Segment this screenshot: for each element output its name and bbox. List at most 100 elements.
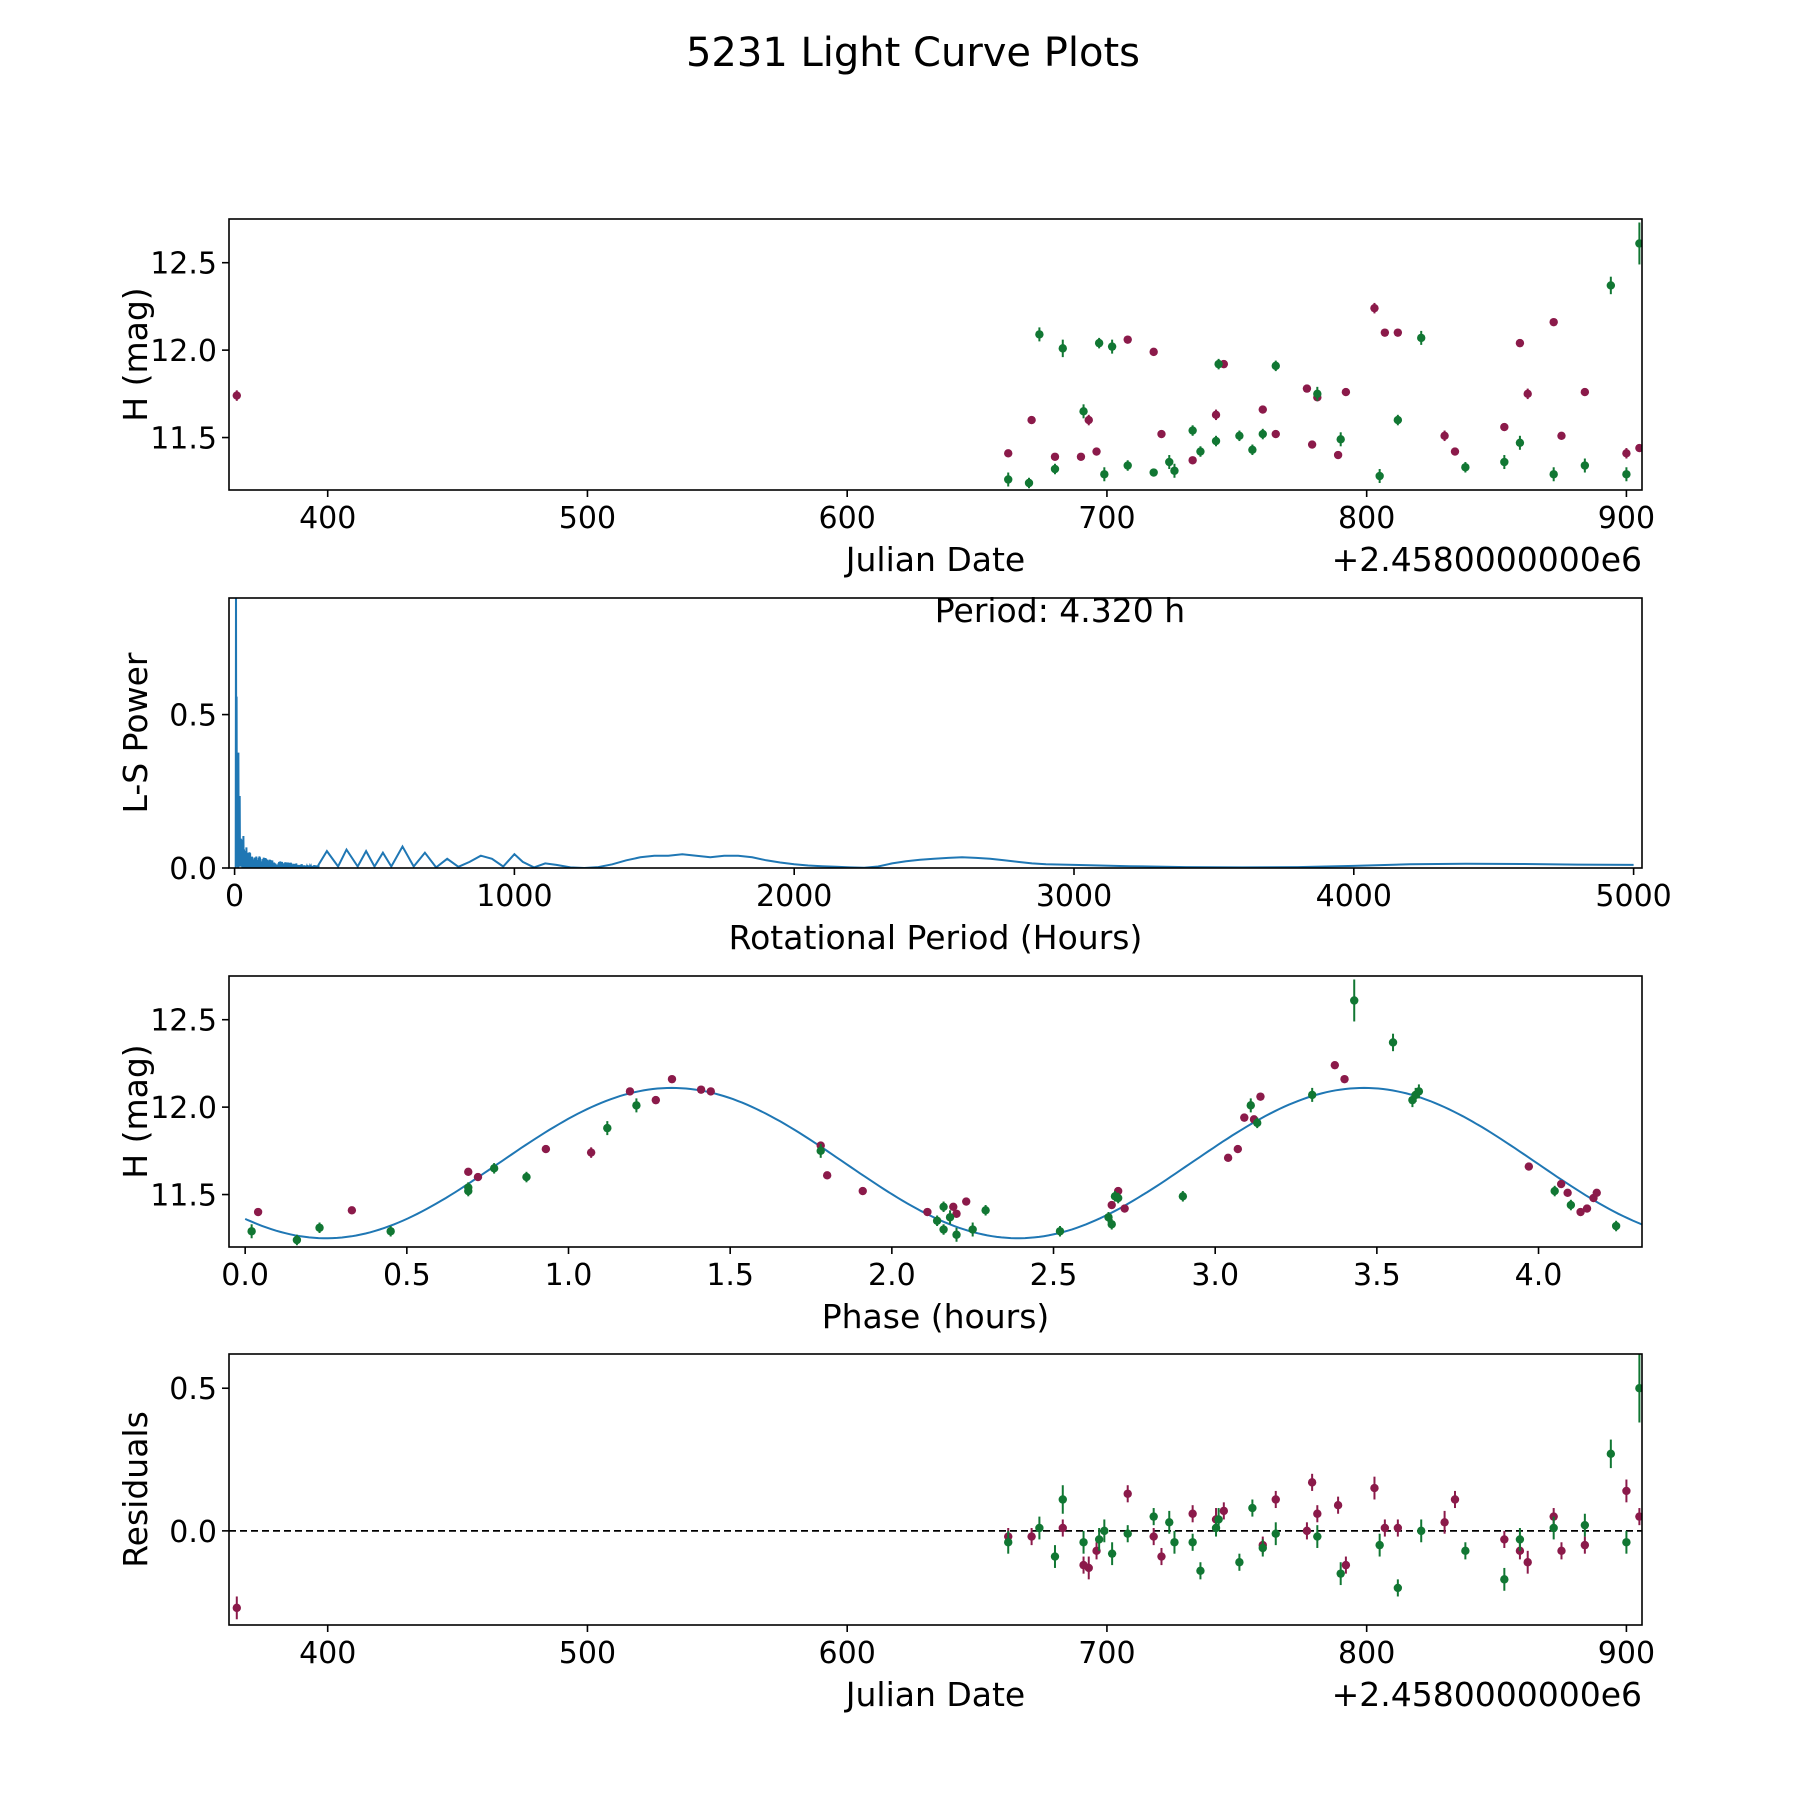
- data-point: [1024, 478, 1034, 488]
- data-point: [696, 1085, 706, 1094]
- x-tick-label: 500: [559, 501, 616, 536]
- x-tick-label: 800: [1338, 1636, 1395, 1671]
- data-point: [1417, 1526, 1426, 1536]
- data-point: [1622, 1538, 1631, 1547]
- data-point: [1258, 405, 1267, 414]
- x-tick-label: 700: [1078, 1636, 1135, 1671]
- x-tick-label: 2000: [756, 879, 832, 914]
- data-point: [1523, 1558, 1532, 1567]
- data-point: [1336, 1569, 1345, 1578]
- data-point: [1100, 470, 1109, 479]
- data-point: [1219, 1506, 1229, 1516]
- data-point: [1107, 342, 1117, 351]
- data-point: [1258, 429, 1267, 439]
- data-point: [1170, 1538, 1179, 1547]
- data-point: [1606, 1449, 1616, 1459]
- x-tick-label: 2.5: [1030, 1258, 1078, 1293]
- y-tick-label: 0.5: [169, 1372, 217, 1407]
- data-point: [968, 1225, 977, 1234]
- data-point: [1094, 1535, 1104, 1544]
- data-point: [1341, 387, 1351, 397]
- data-point: [1557, 1546, 1566, 1556]
- x-tick-label: 2.0: [868, 1258, 916, 1293]
- axes-frame: [228, 1353, 1643, 1626]
- data-point: [1104, 1213, 1113, 1222]
- data-point: [1188, 426, 1197, 435]
- x-axis-label: Phase (hours): [822, 1297, 1050, 1336]
- data-point: [1302, 1526, 1312, 1536]
- data-point: [1500, 1575, 1509, 1584]
- data-point: [1107, 1220, 1116, 1229]
- data-point: [1258, 1543, 1267, 1553]
- periodogram-line: [234, 598, 1634, 868]
- data-point: [1340, 1074, 1349, 1084]
- series-a: [232, 1473, 1642, 1620]
- data-point: [1582, 1204, 1592, 1213]
- data-point: [1256, 1092, 1265, 1101]
- data-point: [1461, 463, 1470, 472]
- data-point: [932, 1216, 942, 1225]
- data-point: [1592, 1188, 1601, 1198]
- data-point: [1313, 389, 1322, 399]
- data-point: [1336, 435, 1345, 444]
- y-axis-label: H (mag): [116, 287, 155, 421]
- axes-frame: [228, 218, 1643, 491]
- data-point: [1341, 1560, 1351, 1570]
- data-point: [1157, 1552, 1166, 1561]
- data-point: [1157, 429, 1166, 439]
- data-point: [347, 1206, 357, 1215]
- data-point: [1580, 1540, 1590, 1550]
- figure-title: 5231 Light Curve Plots: [686, 30, 1140, 76]
- y-tick-label: 0.5: [169, 699, 217, 734]
- data-point: [1440, 1518, 1449, 1527]
- data-point: [315, 1223, 324, 1232]
- x-tick-label: 0.0: [221, 1258, 269, 1293]
- x-tick-label: 3.0: [1191, 1258, 1239, 1293]
- data-point: [1635, 443, 1642, 453]
- data-point: [253, 1207, 263, 1217]
- y-tick-label: 12.5: [150, 1004, 217, 1039]
- data-point: [1214, 1515, 1223, 1524]
- data-point: [1235, 431, 1244, 440]
- data-point: [1307, 1090, 1317, 1100]
- phased-axes: 0.0 0.5 1.0 1.5 2.0 2.5 3.0 3.5 4.0 11.5 12.0 12.5 P…: [116, 975, 1643, 1336]
- x-tick-label: 400: [299, 501, 356, 536]
- data-point: [1375, 1540, 1384, 1550]
- data-point: [1092, 447, 1101, 456]
- data-point: [1149, 1532, 1158, 1541]
- data-point: [1313, 1509, 1322, 1518]
- data-point: [1196, 447, 1205, 456]
- data-point: [858, 1186, 867, 1196]
- data-point: [1271, 1495, 1280, 1504]
- data-point: [1123, 461, 1132, 470]
- y-axis-label: H (mag): [116, 1044, 155, 1178]
- data-point: [1563, 1188, 1572, 1198]
- data-point: [1622, 449, 1631, 458]
- periodogram-curve: [234, 598, 1634, 868]
- data-point: [1084, 1563, 1093, 1573]
- data-point: [586, 1148, 596, 1157]
- data-point: [1100, 1526, 1109, 1536]
- data-point: [1035, 330, 1044, 339]
- data-points: [247, 979, 1621, 1246]
- data-point: [1580, 1520, 1590, 1530]
- data-point: [473, 1172, 483, 1182]
- data-point: [1113, 1193, 1123, 1203]
- data-point: [1524, 1162, 1534, 1171]
- axes-frame: [228, 597, 1643, 869]
- x-axis-label: Julian Date: [844, 1675, 1026, 1714]
- data-point: [1523, 389, 1532, 399]
- period-annotation: Period: 4.320 h: [935, 591, 1185, 630]
- data-point: [952, 1209, 961, 1218]
- x-tick-label: 400: [299, 1636, 356, 1671]
- data-point: [1149, 1512, 1158, 1521]
- data-point: [1107, 1549, 1117, 1558]
- y-axis-label: L-S Power: [116, 652, 155, 813]
- data-point: [822, 1171, 832, 1180]
- data-point: [1235, 1558, 1244, 1567]
- x-tick-label: 1.5: [706, 1258, 754, 1293]
- data-point: [1393, 1583, 1403, 1593]
- data-point: [1330, 1060, 1340, 1070]
- x-axis-label: Julian Date: [844, 540, 1026, 579]
